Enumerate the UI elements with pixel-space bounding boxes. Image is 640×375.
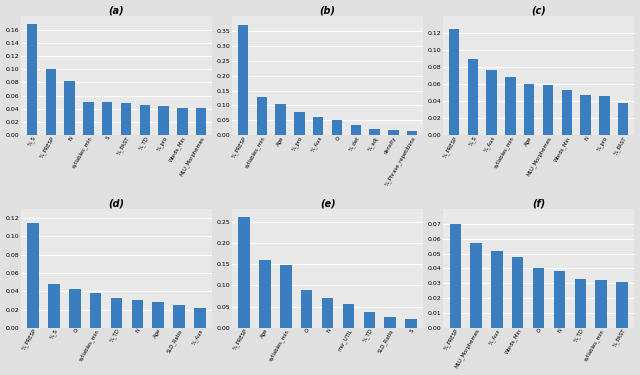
Bar <box>257 97 267 135</box>
Bar <box>342 304 354 328</box>
Bar <box>524 84 534 135</box>
Bar <box>616 282 628 328</box>
Bar <box>580 95 591 135</box>
Title: (e): (e) <box>320 198 335 208</box>
Bar <box>562 90 572 135</box>
Bar <box>196 108 206 135</box>
Bar <box>486 70 497 135</box>
Bar <box>280 265 292 328</box>
Bar <box>512 256 524 328</box>
Bar <box>65 81 75 135</box>
Bar <box>259 260 271 328</box>
Bar <box>177 108 188 135</box>
Bar <box>491 251 502 328</box>
Bar <box>69 290 81 328</box>
Bar <box>533 268 544 328</box>
Bar <box>83 102 93 135</box>
Bar <box>470 243 482 328</box>
Bar <box>505 78 516 135</box>
Bar <box>554 272 565 328</box>
Title: (a): (a) <box>109 6 124 15</box>
Bar <box>48 284 60 328</box>
Bar <box>301 291 312 328</box>
Bar <box>194 308 205 328</box>
Title: (c): (c) <box>531 6 546 15</box>
Bar <box>111 298 122 328</box>
Bar <box>575 279 586 328</box>
Bar <box>121 103 131 135</box>
Title: (f): (f) <box>532 198 545 208</box>
Bar <box>294 112 305 135</box>
Bar <box>152 302 164 328</box>
Title: (d): (d) <box>109 198 125 208</box>
Bar <box>313 117 323 135</box>
Bar <box>351 125 361 135</box>
Bar <box>405 320 417 328</box>
Bar <box>595 280 607 328</box>
Bar <box>332 120 342 135</box>
Title: (b): (b) <box>319 6 335 15</box>
Bar <box>27 24 37 135</box>
Bar <box>369 129 380 135</box>
Bar <box>173 305 185 328</box>
Bar <box>45 69 56 135</box>
Bar <box>388 130 399 135</box>
Bar <box>449 224 461 328</box>
Bar <box>28 223 39 328</box>
Bar <box>468 59 478 135</box>
Bar <box>90 293 102 328</box>
Bar <box>158 106 169 135</box>
Bar <box>543 85 553 135</box>
Bar <box>599 96 609 135</box>
Bar <box>407 131 417 135</box>
Bar <box>140 105 150 135</box>
Bar <box>275 104 285 135</box>
Bar <box>385 317 396 328</box>
Bar <box>239 217 250 328</box>
Bar <box>449 29 459 135</box>
Bar <box>238 25 248 135</box>
Bar <box>102 102 113 135</box>
Bar <box>618 103 628 135</box>
Bar <box>132 300 143 328</box>
Bar <box>322 298 333 328</box>
Bar <box>364 312 375 328</box>
